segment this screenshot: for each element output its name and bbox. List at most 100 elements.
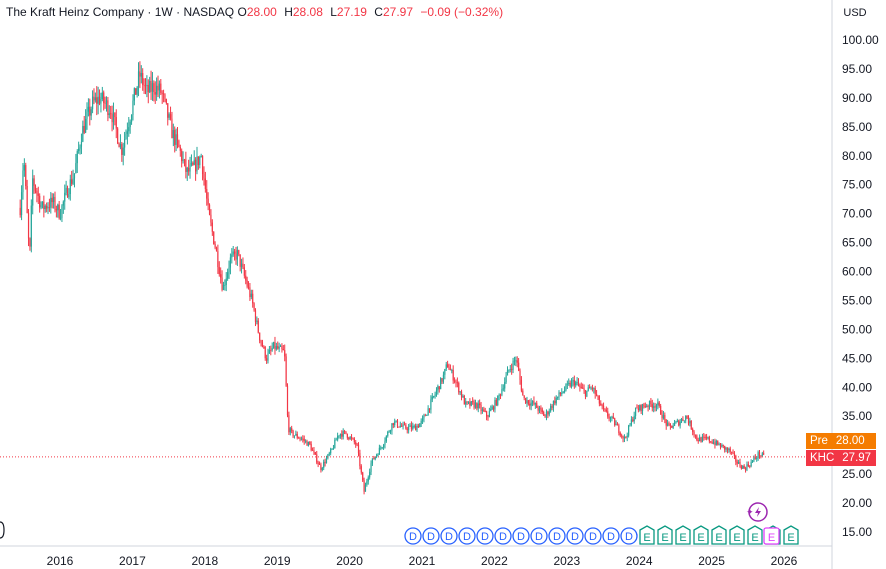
candle-body: [271, 348, 273, 351]
ai-insight-icon[interactable]: ✦: [746, 502, 768, 522]
dividend-marker[interactable]: D: [620, 527, 638, 545]
candle-body: [388, 431, 390, 433]
candle-body: [157, 85, 159, 91]
dividend-marker[interactable]: D: [422, 527, 440, 545]
earnings-marker[interactable]: E: [711, 525, 727, 545]
candle-body: [743, 465, 745, 469]
candle-body: [467, 401, 470, 403]
candle-body: [186, 167, 188, 172]
candle-body: [51, 197, 53, 203]
candle-body: [526, 400, 528, 404]
candle-body: [48, 207, 51, 208]
candle-body: [78, 148, 80, 152]
candle-body: [518, 362, 520, 371]
earnings-marker[interactable]: E: [747, 525, 763, 545]
earnings-marker[interactable]: E: [693, 525, 709, 545]
dividend-marker[interactable]: D: [512, 527, 530, 545]
price-axis[interactable]: 100.00 95.00 90.00 85.00 80.00 75.00 70.00 65.0…: [842, 33, 879, 539]
time-tick-label: 2026: [771, 554, 798, 568]
candle-body: [58, 204, 60, 219]
dividend-marker[interactable]: D: [602, 527, 620, 545]
earnings-marker[interactable]: E: [657, 525, 673, 545]
interval-label[interactable]: 1W: [154, 5, 173, 19]
dividend-marker[interactable]: D: [530, 527, 548, 545]
candle-body: [204, 178, 206, 189]
candle-body: [298, 437, 300, 439]
dividend-marker[interactable]: D: [548, 527, 566, 545]
candle-body: [749, 465, 751, 467]
candlestick-series: [19, 61, 765, 495]
time-axis[interactable]: 2016 2017 2018 2019 2020 2021 2022 2023 2024 2025…: [47, 554, 798, 568]
candle-body: [680, 419, 683, 422]
candle-body: [34, 185, 37, 191]
earnings-marker[interactable]: E: [729, 525, 745, 545]
candle-body: [565, 384, 567, 391]
candle-body: [75, 163, 77, 174]
dividend-marker[interactable]: D: [494, 527, 512, 545]
candle-body: [310, 444, 312, 451]
candle-body: [761, 453, 763, 456]
candle-body: [349, 437, 351, 439]
dividend-marker[interactable]: D: [440, 527, 458, 545]
candle-body: [494, 400, 496, 410]
candle-body: [619, 433, 621, 436]
candle-body: [327, 454, 329, 459]
high-value: 28.08: [292, 5, 323, 19]
candle-body: [754, 457, 756, 459]
candle-body: [111, 114, 113, 123]
candle-body: [522, 390, 524, 396]
candle-body: [73, 173, 76, 179]
upcoming-earnings-marker[interactable]: E: [763, 527, 780, 545]
candle-body: [23, 165, 25, 171]
earnings-marker[interactable]: E: [783, 525, 799, 545]
candle-body: [107, 100, 109, 116]
time-tick-label: 2023: [553, 554, 580, 568]
price-tick-label: 15.00: [842, 525, 872, 539]
candle-body: [197, 156, 199, 166]
dividend-marker[interactable]: D: [458, 527, 476, 545]
dividend-marker[interactable]: D: [404, 527, 422, 545]
earnings-marker[interactable]: E: [639, 525, 655, 545]
candle-body: [747, 464, 749, 466]
currency-button[interactable]: USD: [843, 7, 867, 19]
candle-body: [154, 92, 156, 95]
candle-body: [371, 458, 374, 464]
candle-body: [313, 450, 315, 453]
candle-body: [218, 267, 220, 275]
candle-body: [430, 399, 432, 410]
candle-body: [391, 423, 393, 431]
candle-body: [708, 437, 710, 442]
dividend-marker[interactable]: D: [566, 527, 584, 545]
dividend-marker[interactable]: D: [476, 527, 494, 545]
event-markers[interactable]: DDDDDDDDDDDDDEEEEEEEEEE: [404, 525, 799, 545]
candle-body: [701, 436, 704, 442]
premarket-value: 28.00: [835, 435, 865, 447]
candle-body: [460, 391, 463, 398]
candle-body: [22, 170, 24, 193]
candle-body: [647, 405, 649, 407]
candle-body: [451, 370, 453, 371]
candle-body: [350, 437, 353, 439]
candle-body: [40, 205, 42, 208]
candle-body: [452, 370, 454, 381]
candle-body: [345, 431, 347, 434]
candle-body: [26, 186, 28, 213]
candle-body: [256, 320, 258, 322]
candle-body: [477, 403, 479, 409]
candle-body: [669, 424, 671, 426]
candle-body: [504, 382, 506, 389]
earnings-marker[interactable]: E: [675, 525, 691, 545]
time-tick-label: 2017: [119, 554, 146, 568]
candle-body: [683, 420, 685, 422]
candle-body: [654, 406, 656, 408]
price-tick-label: 80.00: [842, 149, 872, 163]
symbol-name[interactable]: The Kraft Heinz Company: [6, 5, 145, 19]
candle-body: [300, 438, 303, 440]
candle-body: [693, 431, 695, 435]
dividend-marker[interactable]: D: [584, 527, 602, 545]
candle-body: [211, 222, 213, 232]
price-tick-label: 50.00: [842, 322, 872, 336]
left-edge-handle[interactable]: [0, 521, 5, 539]
svg-text:✦: ✦: [746, 507, 754, 517]
